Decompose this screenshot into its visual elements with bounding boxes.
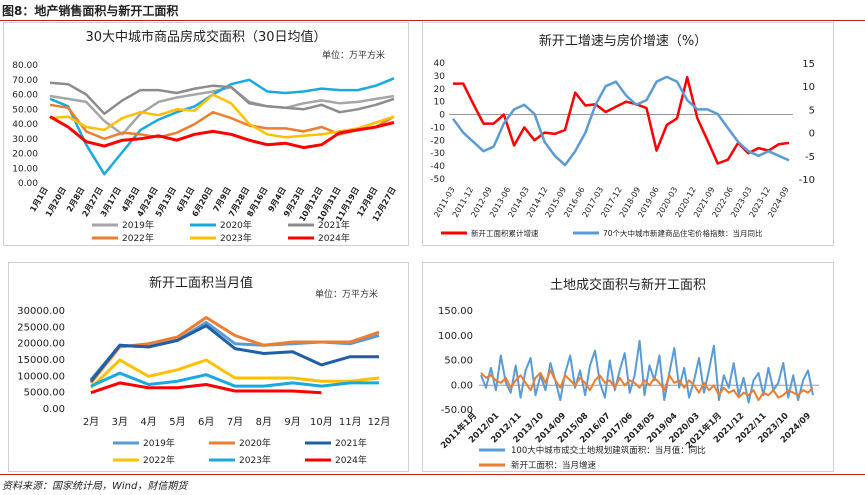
series-line <box>89 358 380 389</box>
series-line <box>89 316 380 384</box>
source-divider <box>0 474 865 475</box>
y-tick-label: 100.00 <box>438 331 473 342</box>
panel-newstart-price: 新开工增速与房价增速（%） -50 -40 -30 -20 -10 0 10 20 30 40 -10… <box>422 22 834 246</box>
legend-label: 新开工面积：当月增速 <box>511 460 597 471</box>
y-tick-label: 70.00 <box>12 76 38 86</box>
x-tick-label: 9月 <box>284 416 300 428</box>
panel-sales-area: 30大中城市商品房成交面积（30日均值） 单位：万平方米 0.00 10.00 20.0… <box>3 22 409 246</box>
legend-label: 70个大中城市新建商品住宅价格指数：当月同比 <box>603 228 763 238</box>
title-divider <box>0 20 865 21</box>
series-line <box>451 75 790 167</box>
legend-label: 2019年 <box>143 437 175 449</box>
series-line <box>49 93 395 139</box>
y-tick-label: 50.00 <box>444 356 473 367</box>
series-line <box>453 75 790 165</box>
y-tick-label: 10000.00 <box>17 371 65 382</box>
chart-land-newstart: 土地成交面积与新开工面积-50.000.0050.00100.00150.002… <box>438 277 819 471</box>
x-tick-label: 6月 <box>198 416 214 428</box>
y-tick-label: 0.00 <box>451 380 473 391</box>
legend-label: 2022年 <box>143 454 175 466</box>
y-tick-label: 30000.00 <box>17 306 65 317</box>
figure-title: 图8：地产销售面积与新开工面积 <box>2 4 179 18</box>
source-note: 资料来源：国家统计局，Wind，财信期货 <box>2 481 188 492</box>
panel-land-newstart: 土地成交面积与新开工面积 -50.00 0.00 50.00 100.00 150.00 2… <box>422 262 834 472</box>
y-tick-label: 10.00 <box>12 164 38 174</box>
y-tick-label: 60.00 <box>12 91 38 101</box>
y-tick-label-right: -5 <box>805 152 815 163</box>
legend-label: 2022年 <box>122 232 154 244</box>
y-tick-label-right: -10 <box>799 175 815 186</box>
y-tick-label-right: 15 <box>802 59 815 70</box>
y-tick-label: 30.00 <box>12 135 38 145</box>
series-line <box>49 115 395 150</box>
y-tick-label-left: -50 <box>430 175 445 185</box>
y-tick-label: 80.00 <box>12 61 38 71</box>
y-tick-label: 0.00 <box>18 179 38 189</box>
y-tick-label: 15000.00 <box>17 355 65 366</box>
y-tick-label: 5000.00 <box>24 388 65 399</box>
y-tick-label-left: 40 <box>434 59 446 69</box>
series-line <box>480 369 814 402</box>
legend-label: 100大中城市成交土地规划建筑面积：当月值：同比 <box>511 445 706 456</box>
legend-label: 2019年 <box>122 219 154 231</box>
chart-sales-area: 30大中城市商品房成交面积（30日均值） 单位：万平方米 0.00 10.00 20.0… <box>12 29 397 244</box>
legend-label: 2020年 <box>220 219 252 231</box>
series-line <box>49 77 395 176</box>
x-tick-label: 4月 <box>140 416 156 428</box>
y-tick-label-left: -30 <box>430 149 445 159</box>
panel-newstart-monthly: 新开工面积当月值单位：万平方米 0.00 5000.00 10000.00 15000.… <box>8 262 409 472</box>
series-line <box>89 324 379 383</box>
x-tick-label: 12月 <box>368 416 391 428</box>
legend-label: 2024年 <box>318 232 350 244</box>
x-tick-label: 8月 <box>256 416 272 428</box>
x-tick-label: 5月 <box>169 416 185 428</box>
x-tick-label: 2月 <box>83 416 99 428</box>
y-tick-label-right: 5 <box>809 105 815 116</box>
y-tick-label: 20.00 <box>12 150 38 160</box>
y-tick-label-left: 10 <box>434 98 446 108</box>
series-line <box>90 381 322 395</box>
series-line <box>480 339 814 404</box>
x-tick-label: 10月 <box>310 416 333 428</box>
chart-title: 30大中城市商品房成交面积（30日均值） <box>85 29 326 45</box>
chart-newstart-price: 新开工增速与房价增速（%）-50-40-30-20-10010203040-10… <box>430 33 815 238</box>
y-tick-label-left: -20 <box>430 136 445 146</box>
y-tick-label-left: 20 <box>434 85 446 95</box>
series-line <box>90 371 379 388</box>
legend-label: 2023年 <box>239 454 271 466</box>
unit-label: 单位：万平方米 <box>315 288 378 300</box>
y-tick-label: 0.00 <box>43 404 65 415</box>
y-tick-label: 25000.00 <box>17 322 65 333</box>
y-tick-label-right: 10 <box>802 82 815 93</box>
y-tick-label: -50.00 <box>441 405 473 416</box>
x-tick-label: 11月 <box>339 416 362 428</box>
legend-label: 2023年 <box>220 232 252 244</box>
series-line <box>89 320 380 381</box>
legend-label: 新开工面积累计增速 <box>471 228 539 238</box>
x-tick-label: 7月 <box>227 416 243 428</box>
y-tick-label: 150.00 <box>438 306 473 317</box>
unit-label: 单位：万平方米 <box>322 49 385 61</box>
legend-label: 2021年 <box>335 437 367 449</box>
legend-label: 2020年 <box>239 437 271 449</box>
chart-title: 土地成交面积与新开工面积 <box>550 277 706 293</box>
chart-title: 新开工增速与房价增速（%） <box>539 33 707 49</box>
x-tick-label: 3月 <box>112 416 128 428</box>
chart-title: 新开工面积当月值 <box>149 275 253 291</box>
y-tick-label-left: -10 <box>430 123 445 133</box>
series-line <box>49 81 395 115</box>
y-tick-label-right: 0 <box>809 129 815 140</box>
y-tick-label-left: 30 <box>434 72 446 82</box>
y-tick-label: 20000.00 <box>17 339 65 350</box>
legend-label: 2024年 <box>335 454 367 466</box>
y-tick-label-left: 0 <box>439 111 445 121</box>
y-tick-label: 40.00 <box>12 120 38 130</box>
legend-label: 2021年 <box>318 219 350 231</box>
y-tick-label-left: -40 <box>430 162 445 172</box>
y-tick-label: 50.00 <box>12 105 38 115</box>
